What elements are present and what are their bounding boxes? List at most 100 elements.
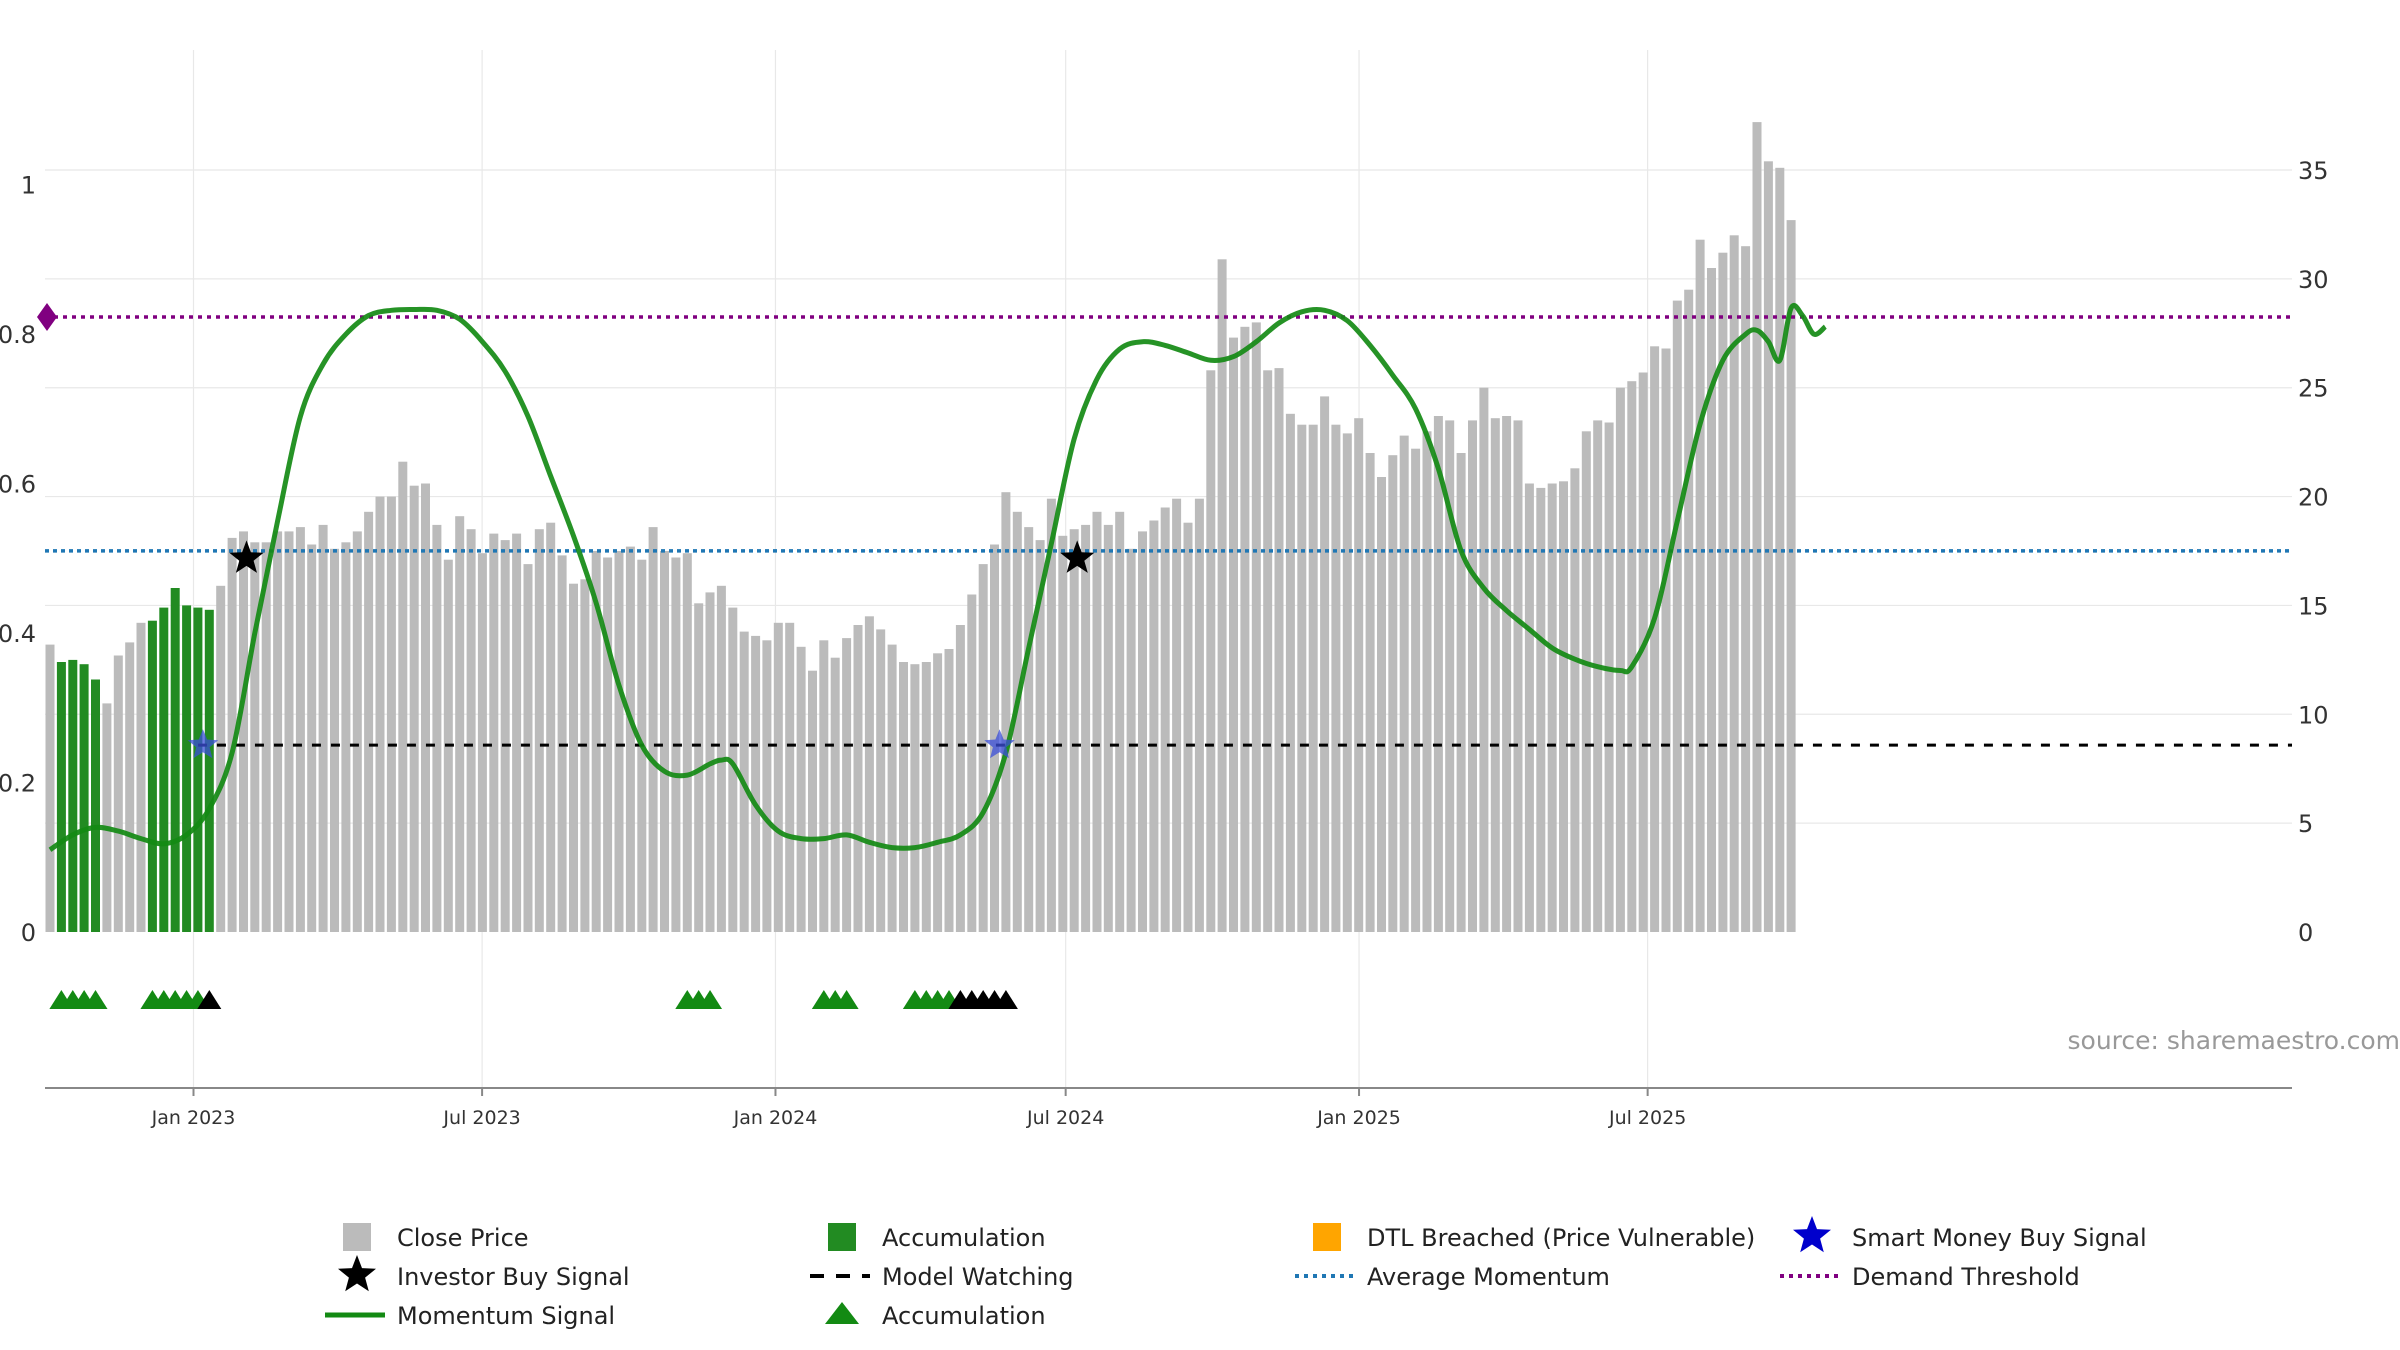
legend-label: Demand Threshold [1852,1263,2080,1291]
close-price-bar [1103,524,1113,932]
legend-label: Model Watching [882,1263,1074,1291]
left-tick-label: 0 [21,919,36,947]
close-price-bar [1684,289,1694,932]
close-price-bar [1320,396,1330,932]
close-price-bar [944,649,954,932]
watermark: source: sharemaestro.com [2068,1026,2400,1055]
legend-label: Close Price [397,1224,529,1252]
close-price-bar [466,529,476,932]
model-watching-marker [993,990,1018,1009]
close-price-bar [1718,252,1728,932]
legend-swatch [828,1223,856,1251]
smart-money-buy-signal [984,729,1015,759]
close-price-bar [409,485,419,932]
demand-threshold-marker [37,302,57,331]
close-price-bar [625,546,635,932]
legend-label: Accumulation [882,1224,1046,1252]
close-price-bar [1445,420,1455,932]
close-price-bar [910,664,920,932]
left-tick-label: 0.6 [0,471,36,499]
close-price-bar [614,551,624,932]
accumulation-marker [698,990,723,1009]
close-price-bar [1251,322,1261,932]
close-price-bar [523,564,533,932]
close-price-bar [386,496,396,932]
left-tick-label: 0.8 [0,321,36,349]
x-tick-label: Jan 2024 [733,1107,818,1129]
accumulation-bar [193,607,203,932]
close-price-bar [1024,527,1034,932]
close-price-bar [660,551,669,932]
close-price-bar [808,670,817,932]
model-watching-marker [197,990,222,1009]
close-price-bar [648,527,658,932]
reference-lines [37,302,2292,747]
close-price-bar [1604,422,1614,932]
close-price-bar [751,635,761,932]
legend: Close Price Accumulation DTL Breached (Pri… [325,1216,2147,1330]
close-price-bar [773,622,783,932]
close-price-bar [1672,300,1682,933]
accumulation-bar [91,679,100,932]
close-price-bar [1707,268,1716,932]
close-price-bar [990,544,999,932]
close-price-bar [216,585,226,932]
x-tick-label: Jul 2024 [1026,1107,1104,1129]
legend-triangle-icon [825,1302,859,1324]
accumulation-bar [159,607,169,932]
legend-label: Average Momentum [1367,1263,1610,1291]
close-price-bar [1388,455,1398,932]
x-tick-label: Jul 2025 [1608,1107,1686,1129]
close-price-bar [1160,507,1170,932]
right-tick-label: 5 [2298,810,2313,838]
close-price-bar [113,655,123,932]
close-price-bar [921,662,931,932]
close-price-bar [603,557,613,932]
accumulation-bar [56,662,66,932]
close-price-bar [1058,535,1068,932]
left-tick-label: 0.2 [0,770,36,798]
close-price-bar [728,607,738,932]
accumulation-bar [147,620,157,932]
close-price-bar [1081,524,1091,932]
close-price-bar [1627,381,1637,932]
close-price-bar [261,542,271,932]
close-price-bar [1035,540,1045,932]
right-tick-label: 25 [2298,375,2329,403]
close-price-bar [45,644,55,932]
x-tick-label: Jul 2023 [442,1107,520,1129]
close-price-bar [591,551,601,932]
close-price-bar [1490,418,1500,932]
close-price-bar [1695,239,1705,932]
close-price-bar [1786,220,1796,933]
close-price-bar [1092,511,1102,932]
legend-star-icon [1793,1216,1831,1253]
investor-buy-signal [229,540,264,573]
close-price-bar [1331,424,1341,932]
close-price-bar [1069,529,1079,932]
accumulation-bar [79,664,89,932]
close-price-bar [1479,387,1489,932]
close-price-bar [1524,483,1534,932]
x-tick-label: Jan 2023 [151,1107,236,1129]
legend-label: Momentum Signal [397,1302,615,1330]
close-price-bar [1149,520,1159,932]
close-price-bar [318,524,328,932]
x-tick-label: Jan 2025 [1316,1107,1401,1129]
close-price-bar [239,531,248,932]
close-price-bar [1354,418,1364,932]
close-price-bar [580,579,590,932]
close-price-bar [102,703,112,932]
accumulation-marker [83,990,108,1009]
right-tick-label: 20 [2298,484,2329,512]
investor-buy-signal [1060,540,1095,573]
close-price-bar [1365,453,1375,932]
close-price-bar [785,622,795,932]
close-price-bar [136,622,146,932]
close-price-bar [1308,424,1318,932]
close-price-bar [1001,492,1011,932]
close-price-bar [330,548,339,932]
close-price-bar [375,496,385,932]
legend-star-icon [338,1255,376,1292]
close-price-bar [978,564,988,932]
